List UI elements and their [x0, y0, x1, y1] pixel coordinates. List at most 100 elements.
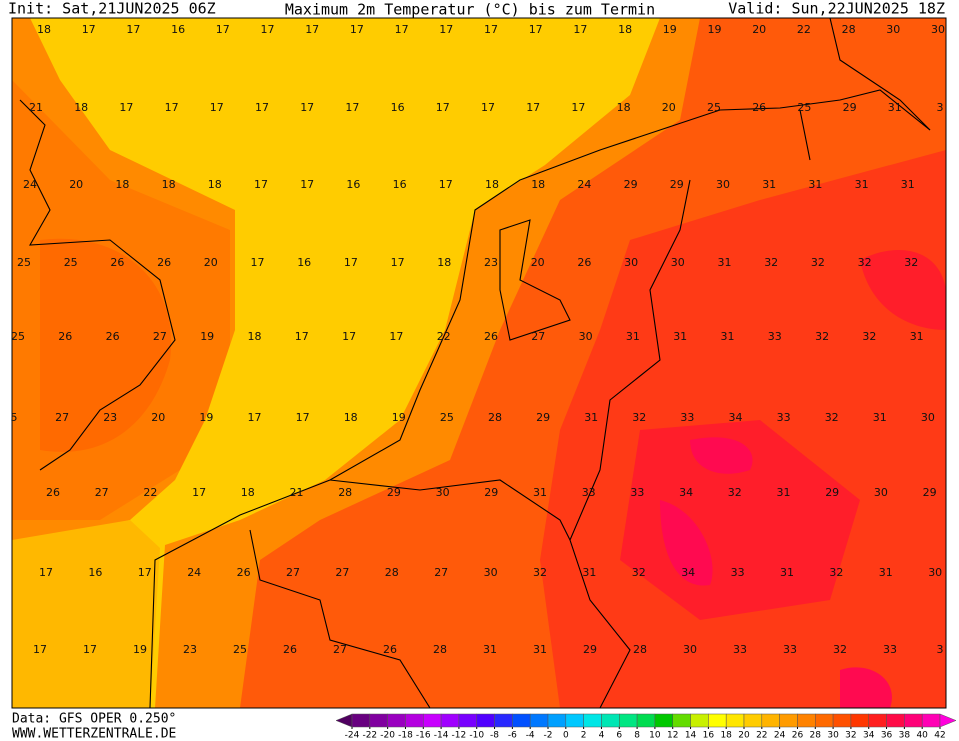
legend-tick-label: -12	[452, 731, 467, 741]
temperature-label: 29	[923, 486, 937, 499]
temperature-label: 25	[233, 643, 247, 656]
temperature-label: 17	[255, 101, 269, 114]
temperature-label: 31	[721, 330, 735, 343]
legend-swatch	[868, 713, 887, 728]
legend-tick-label: 2	[581, 731, 587, 741]
temperature-label: 17	[395, 23, 409, 36]
legend-arrow	[939, 713, 957, 728]
legend-tick-label: 38	[899, 731, 911, 741]
temperature-label: 31	[808, 178, 822, 191]
temperature-label: 30	[931, 23, 945, 36]
temperature-label: 30	[921, 411, 935, 424]
temperature-label: 32	[833, 643, 847, 656]
temperature-label: 31	[673, 330, 687, 343]
temperature-label: 22	[437, 330, 451, 343]
legend-tick-label: 26	[792, 731, 804, 741]
legend-swatch	[619, 713, 638, 728]
temperature-label: 29	[825, 486, 839, 499]
legend-tick-label: 28	[810, 731, 822, 741]
temperature-label: 27	[333, 643, 347, 656]
legend-tick-label: 10	[649, 731, 661, 741]
temperature-label: 17	[571, 101, 585, 114]
map-frame	[11, 17, 947, 709]
border	[569, 179, 691, 708]
temperature-label: 32	[632, 566, 646, 579]
temperature-label: 34	[681, 566, 695, 579]
temperature-label: 16	[171, 23, 185, 36]
temperature-label: 17	[165, 101, 179, 114]
temperature-label: 18	[344, 411, 358, 424]
temperature-label: 21	[29, 101, 43, 114]
temperature-label: 29	[387, 486, 401, 499]
temperature-label: 30	[624, 256, 638, 269]
legend-swatch	[529, 713, 549, 728]
temperature-label: 28	[385, 566, 399, 579]
temperature-label: 17	[344, 256, 358, 269]
legend-tick-label: 0	[563, 731, 569, 741]
temperature-label: 18	[115, 178, 129, 191]
legend-swatch	[761, 713, 780, 728]
temperature-label: 27	[286, 566, 300, 579]
temperature-label: 17	[481, 101, 495, 114]
temperature-label: 17	[138, 566, 152, 579]
temperature-label: 28	[842, 23, 856, 36]
temperature-label: 17	[261, 23, 275, 36]
temperature-label: 17	[389, 330, 403, 343]
coastline	[149, 89, 931, 708]
temperature-label: 20	[151, 411, 165, 424]
data-source: Data: GFS OPER 0.250°	[12, 712, 176, 727]
temperature-label: 26	[283, 643, 297, 656]
temperature-label: 29	[536, 411, 550, 424]
temperature-label: 30	[886, 23, 900, 36]
legend-swatch	[547, 713, 567, 728]
temperature-label: 26	[157, 256, 171, 269]
temperature-label: 19	[708, 23, 722, 36]
legend-swatch	[636, 713, 656, 728]
temperature-label: 29	[583, 643, 597, 656]
temperature-label: 17	[251, 256, 265, 269]
temperature-label: 31	[718, 256, 732, 269]
temperature-label: 28	[488, 411, 502, 424]
temperature-label: 21	[290, 486, 304, 499]
temperature-label: 17	[439, 178, 453, 191]
legend-tick-label: 32	[845, 731, 856, 741]
legend-swatch	[832, 713, 852, 728]
legend-tick-label: 6	[616, 731, 622, 741]
legend-swatch	[690, 713, 709, 728]
legend-swatch	[886, 713, 905, 728]
legend-tick-label: -10	[469, 731, 484, 741]
temperature-label: 32	[811, 256, 825, 269]
temperature-label: 24	[577, 178, 591, 191]
legend-swatch	[725, 713, 745, 728]
temperature-label: 31	[901, 178, 915, 191]
temperature-label: 31	[873, 411, 887, 424]
site-url: WWW.WETTERZENTRALE.DE	[12, 727, 176, 741]
legend-tick-label: 42	[934, 731, 945, 741]
temperature-label: 31	[483, 643, 497, 656]
legend-tick-label: 12	[667, 731, 678, 741]
init-label: Init: Sat,21JUN2025 06Z	[8, 0, 216, 18]
temperature-label: 17	[436, 101, 450, 114]
temperature-label: 26	[106, 330, 120, 343]
temperature-label: 32	[728, 486, 742, 499]
temperature-label: 26	[237, 566, 251, 579]
temperature-label: 30	[436, 486, 450, 499]
temperature-label: 17	[295, 330, 309, 343]
temperature-label: 17	[484, 23, 498, 36]
temperature-label: 26	[752, 101, 766, 114]
temperature-label: 31	[584, 411, 598, 424]
temperature-label: 19	[200, 330, 214, 343]
temperature-label: 32	[533, 566, 547, 579]
temperature-label: 18	[74, 101, 88, 114]
temperature-label: 25	[64, 256, 78, 269]
temperature-label: 18	[241, 486, 255, 499]
temperature-label: 18	[618, 23, 632, 36]
legend-tick-label: 22	[756, 731, 767, 741]
temperature-label: 27	[335, 566, 349, 579]
temperature-label: 17	[192, 486, 206, 499]
legend-tick-label: -22	[362, 731, 377, 741]
temperature-label: 19	[392, 411, 406, 424]
temperature-label: 17	[39, 566, 53, 579]
map-title: Maximum 2m Temperatur (°C) bis zum Termi…	[285, 1, 655, 19]
temperature-label: 32	[825, 411, 839, 424]
